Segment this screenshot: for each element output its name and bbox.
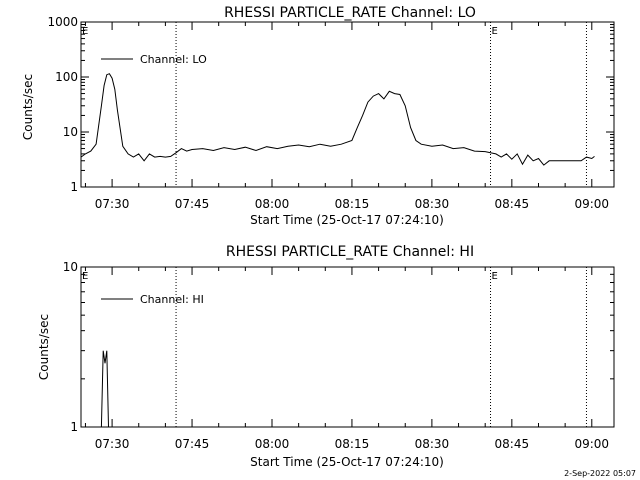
series-line: [80, 73, 595, 166]
y-tick-label: 1: [70, 180, 78, 194]
x-tick-label: 08:00: [255, 197, 290, 211]
y-axis-label: Counts/sec: [37, 314, 51, 380]
x-tick-label: 07:30: [95, 197, 130, 211]
legend: Channel: HI: [101, 293, 204, 306]
x-tick-label: 08:15: [335, 197, 370, 211]
x-tick-label: 08:30: [415, 437, 450, 451]
plot-frame: [80, 21, 615, 188]
chart-title: RHESSI PARTICLE_RATE Channel: LO: [224, 5, 476, 21]
y-tick-label: 1: [70, 420, 78, 434]
x-tick-label: 08:45: [495, 197, 530, 211]
event-marker-label: E: [492, 26, 498, 37]
event-marker-label: E: [82, 271, 88, 282]
x-tick-label: 08:45: [495, 437, 530, 451]
legend-label: Channel: LO: [140, 53, 207, 66]
x-tick-label: 08:30: [415, 197, 450, 211]
chart-title: RHESSI PARTICLE_RATE Channel: HI: [226, 244, 474, 260]
x-tick-label: 08:00: [255, 437, 290, 451]
panel-channel-lo: RHESSI PARTICLE_RATE Channel: LO Counts/…: [21, 5, 615, 227]
y-tick-label: 1000: [47, 15, 78, 29]
y-tick-label: 10: [63, 125, 78, 139]
x-tick-label: 08:15: [335, 437, 370, 451]
x-axis-label: Start Time (25-Oct-17 07:24:10): [250, 213, 444, 227]
y-axis-label: Counts/sec: [21, 74, 35, 140]
x-tick-label: 09:00: [574, 437, 609, 451]
legend: Channel: LO: [101, 53, 207, 66]
plot-frame: [80, 266, 615, 428]
legend-label: Channel: HI: [140, 293, 204, 306]
x-axis-label: Start Time (25-Oct-17 07:24:10): [250, 455, 444, 469]
x-tick-label: 09:00: [574, 197, 609, 211]
panel-channel-hi: RHESSI PARTICLE_RATE Channel: HI Counts/…: [37, 244, 615, 469]
x-tick-label: 07:30: [95, 437, 130, 451]
event-marker-label: E: [492, 271, 498, 282]
y-tick-label: 100: [55, 70, 78, 84]
y-tick-label: 10: [63, 260, 78, 274]
x-tick-label: 07:45: [175, 197, 210, 211]
event-marker-label: E: [82, 26, 88, 37]
series-line: [100, 350, 109, 428]
generation-date: 2-Sep-2022 05:07: [564, 469, 636, 478]
x-tick-label: 07:45: [175, 437, 210, 451]
